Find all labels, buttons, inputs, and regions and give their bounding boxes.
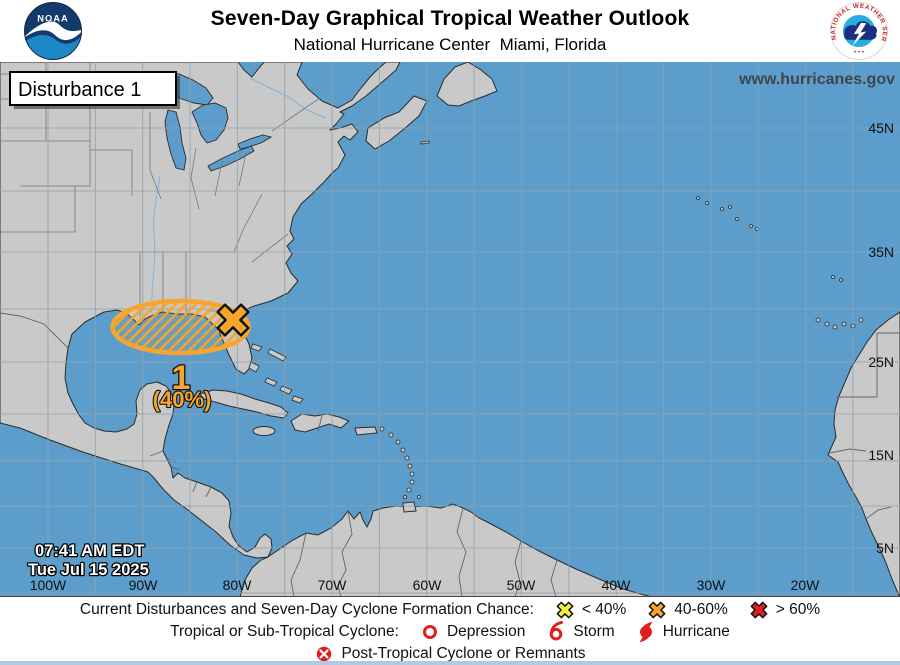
legend-lt40-label: < 40% [581, 601, 627, 618]
lon-label: 50W [507, 577, 537, 593]
nws-logo: NATIONAL WEATHER SERVICE • • • [830, 2, 888, 60]
land-trinidad [402, 501, 417, 513]
website-link[interactable]: www.hurricanes.gov [738, 71, 895, 88]
noaa-gull-icon [24, 21, 82, 41]
land-cuba [199, 389, 289, 419]
latitude-labels: 45N 35N 25N 15N 5N [868, 120, 894, 556]
lake-ontario [237, 134, 273, 150]
lon-label: 80W [223, 577, 253, 593]
legend-gt60-label: > 60% [775, 601, 821, 618]
x-lt40-icon [555, 599, 575, 621]
lake-michigan [164, 109, 187, 171]
lon-label: 90W [129, 577, 159, 593]
legend-row-formation-chance: Current Disturbances and Seven-Day Cyclo… [0, 599, 900, 621]
x-40-60-icon [647, 599, 667, 621]
lat-label: 15N [868, 447, 894, 463]
lesser-antilles [379, 426, 421, 499]
page-title: Seven-Day Graphical Tropical Weather Out… [210, 7, 690, 30]
nws-lightning-icon [852, 22, 867, 46]
rivers [151, 77, 327, 315]
noaa-logo: NOAA [24, 2, 82, 60]
land-puerto-rico [354, 426, 378, 436]
legend-row2-label: Tropical or Sub-Tropical Cyclone: [170, 623, 399, 640]
x-gt60-icon [749, 599, 769, 621]
lat-label: 35N [868, 244, 894, 260]
lat-label: 5N [876, 540, 894, 556]
map-svg: 1 (40%) Disturbance 1 www.hurricanes.gov… [0, 61, 900, 598]
disturbance-number-label: 1 [172, 359, 191, 397]
country-borders [0, 312, 900, 598]
lon-label: 60W [413, 577, 443, 593]
land-jamaica [252, 426, 276, 436]
land-africa [827, 311, 900, 598]
page-subtitle: National Hurricane Center Miami, Florida [293, 35, 607, 54]
lon-label: 100W [30, 577, 67, 593]
atlantic-islands [420, 140, 864, 330]
noaa-logo-text: NOAA [37, 14, 69, 24]
lon-label: 40W [602, 577, 632, 593]
timestamp: 07:41 AM EDT Tue Jul 15 2025 [27, 541, 150, 581]
longitude-labels: 100W 90W 80W 70W 60W 50W 40W 30W 20W [30, 577, 820, 593]
bottom-strip [0, 661, 900, 665]
timestamp-time: 07:41 AM EDT [35, 542, 144, 560]
disturbance-x-marker[interactable] [210, 297, 257, 344]
legend-40-60-label: 40-60% [674, 601, 728, 618]
legend-storm-label: Storm [573, 623, 615, 640]
legend-row-cyclone-types: Tropical or Sub-Tropical Cyclone: Depres… [0, 621, 900, 643]
lon-label: 20W [791, 577, 821, 593]
storm-icon [546, 621, 566, 643]
disturbance-callout: Disturbance 1 [9, 71, 180, 109]
legend-row1-label: Current Disturbances and Seven-Day Cyclo… [79, 601, 534, 618]
land-newfoundland [436, 61, 498, 107]
hurricane-icon [636, 621, 656, 643]
post-tropical-icon [314, 643, 334, 665]
legend-hurricane-label: Hurricane [662, 623, 730, 640]
lake-huron [191, 102, 229, 144]
header: NOAA Seven-Day Graphical Tropical Weathe… [0, 0, 900, 63]
disturbance-chance-label: (40%) [153, 387, 212, 412]
lat-label: 25N [868, 354, 894, 370]
legend-depression-label: Depression [446, 623, 526, 640]
lake-erie [207, 145, 255, 172]
lon-label: 70W [318, 577, 348, 593]
outlook-map: 1 (40%) Disturbance 1 www.hurricanes.gov… [0, 61, 900, 598]
timestamp-date: Tue Jul 15 2025 [28, 561, 149, 579]
bahamas [248, 343, 304, 404]
legend-post-tropical-label: Post-Tropical Cyclone or Remnants [341, 645, 586, 662]
land-nova-scotia [365, 95, 428, 150]
depression-icon [420, 621, 440, 643]
legend-row-post-tropical: Post-Tropical Cyclone or Remnants [0, 643, 900, 665]
legend: Current Disturbances and Seven-Day Cyclo… [0, 597, 900, 665]
lat-label: 45N [868, 120, 894, 136]
disturbance-callout-label: Disturbance 1 [18, 79, 141, 101]
nws-logo-stars: • • • [854, 49, 864, 56]
lon-label: 30W [697, 577, 727, 593]
